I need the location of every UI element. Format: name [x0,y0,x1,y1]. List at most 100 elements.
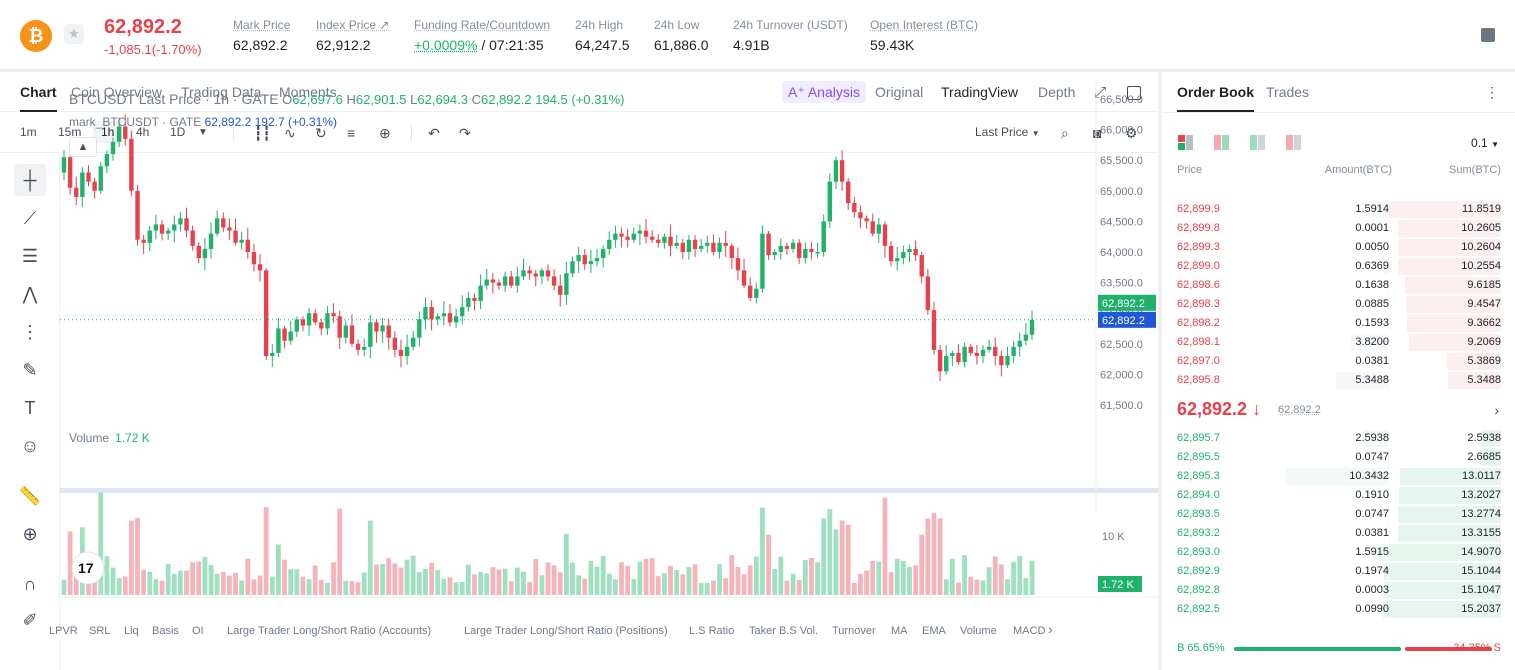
interval-dropdown-icon[interactable]: ▼ [198,127,208,138]
indicator-l-s-ratio[interactable]: L.S Ratio [689,625,735,637]
ask-row[interactable]: 62,897.0 0.0381 5.3869 [1162,352,1515,371]
ask-row[interactable]: 62,898.3 0.0885 9.4547 [1162,295,1515,314]
precision-select[interactable]: 0.1 ▼ [1471,136,1499,150]
ask-row[interactable]: 62,898.6 0.1638 9.6185 [1162,276,1515,295]
indicator-large-trader-long-short-ratio-accounts-[interactable]: Large Trader Long/Short Ratio (Accounts) [227,625,432,637]
volume-bar [288,569,294,595]
brush-icon[interactable]: ✎ [22,359,38,380]
settings-gear-icon[interactable]: ⚙ [1125,125,1138,141]
emoji-icon[interactable]: ☺ [20,435,40,456]
more-options-icon[interactable]: ⋮ [1485,84,1499,100]
ask-sum: 10.2605 [1461,222,1501,234]
indicator-ema[interactable]: EMA [922,625,946,637]
lock-drawing-icon[interactable]: ✐ [22,609,38,630]
indicators-icon[interactable]: ∿ [284,125,296,141]
price-type-select[interactable]: Last Price ▼ [975,125,1040,139]
indicator-lpvr[interactable]: LPVR [49,625,78,637]
bid-row[interactable]: 62,894.0 0.1910 13.2027 [1162,486,1515,505]
stat-open-interest[interactable]: Open Interest (BTC) 59.43K [870,18,979,53]
ai-analysis-button[interactable]: A⁺ Analysis [782,81,866,103]
ruler-icon[interactable]: 📏 [18,485,42,506]
book-layout-icons[interactable] [1177,134,1307,152]
indicator-ma[interactable]: MA [891,625,908,637]
camera-icon[interactable]: ◙ [1093,125,1102,141]
tab-moments[interactable]: Moments [279,84,337,100]
ask-row[interactable]: 62,899.0 0.6369 10.2554 [1162,257,1515,276]
zoom-in-icon[interactable]: ⊕ [22,523,38,544]
tab-chart[interactable]: Chart [20,84,57,112]
bid-row[interactable]: 62,895.5 0.0747 2.6685 [1162,448,1515,467]
interval-1m[interactable]: 1m [20,125,37,139]
chevron-right-icon[interactable]: › [1494,402,1499,418]
undo-icon[interactable]: ↶ [428,125,440,141]
magnet-icon[interactable]: ∩ [23,573,37,594]
collapse-legend-button[interactable]: ▲ [69,137,97,157]
trend-line-icon[interactable]: ⟋ [23,207,37,228]
bid-row[interactable]: 62,893.0 1.5915 14.9070 [1162,543,1515,562]
bid-row[interactable]: 62,892.8 0.0003 15.1047 [1162,581,1515,600]
indicator-turnover[interactable]: Turnover [832,625,876,637]
bid-row[interactable]: 62,892.5 0.0990 15.2037 [1162,600,1515,619]
candle-body [674,242,679,246]
ask-row[interactable]: 62,898.2 0.1593 9.3662 [1162,314,1515,333]
contract-info-icon[interactable] [1481,28,1495,42]
bid-row[interactable]: 62,893.2 0.0381 13.3155 [1162,524,1515,543]
indicator-large-trader-long-short-ratio-positions-[interactable]: Large Trader Long/Short Ratio (Positions… [464,625,668,637]
fib-icon[interactable]: ⋮ [21,321,39,342]
candle-body [576,255,581,262]
indicator-srl[interactable]: SRL [89,625,111,637]
bid-row[interactable]: 62,895.3 10.3432 13.0117 [1162,467,1515,486]
candle-type-icon[interactable]: ┇┇ [254,125,271,141]
candle-body [913,248,918,256]
favorite-star-icon[interactable]: ★ [64,24,84,44]
crosshair-icon[interactable]: ┼ [14,164,46,196]
candle-body [80,172,85,197]
candle-body [760,233,765,289]
ask-row[interactable]: 62,895.8 5.3488 5.3488 [1162,371,1515,390]
view-tradingview[interactable]: TradingView [941,84,1019,100]
reset-chart-icon[interactable]: ↻ [315,125,327,141]
indicator-taker-b-s-vol-[interactable]: Taker B.S Vol. [749,625,819,637]
volume-bar [680,574,686,595]
stat-funding-rate[interactable]: Funding Rate/Countdown +0.0009% / 07:21:… [414,18,551,53]
pattern-icon[interactable]: ⋀ [22,283,38,304]
horizontal-lines-icon[interactable]: ☰ [21,245,39,266]
view-depth[interactable]: Depth [1038,84,1076,100]
redo-icon[interactable]: ↷ [459,125,471,141]
expand-icon[interactable]: ⤢ [1094,84,1107,101]
ask-row[interactable]: 62,899.9 1.5914 11.8519 [1162,200,1515,219]
buy-ratio: B 65.65% [1177,642,1225,654]
text-tool-icon[interactable]: T [24,397,36,418]
interval-15m[interactable]: 15m [58,125,82,139]
interval-1h[interactable]: 1h [93,121,123,143]
scroll-right-icon[interactable]: › [1048,621,1053,637]
indicator-liq[interactable]: Liq [124,625,139,637]
tab-trades[interactable]: Trades [1266,84,1310,100]
search-icon[interactable]: ⌕ [1061,125,1069,141]
bid-row[interactable]: 62,895.7 2.5938 2.5938 [1162,429,1515,448]
fullscreen-icon[interactable] [1127,86,1141,100]
indicator-oi[interactable]: OI [192,625,204,637]
ask-row[interactable]: 62,899.8 0.0001 10.2605 [1162,219,1515,238]
tab-coin-overview[interactable]: Coin Overview [71,84,163,100]
interval-4h[interactable]: 4h [136,125,150,139]
bid-row[interactable]: 62,892.9 0.1974 15.1044 [1162,562,1515,581]
stat-mark-price[interactable]: Mark Price 62,892.2 [233,18,291,53]
volume-bar [355,582,361,595]
indicator-volume[interactable]: Volume [960,625,997,637]
candle-body [245,239,250,252]
ask-row[interactable]: 62,899.3 0.0050 10.2604 [1162,238,1515,257]
interval-1d[interactable]: 1D [170,125,186,139]
stat-index-price[interactable]: Index Price ↗ 62,912.2 [316,18,390,53]
ask-row[interactable]: 62,898.1 3.8200 9.2069 [1162,333,1515,352]
indicator-basis[interactable]: Basis [152,625,179,637]
tab-order-book[interactable]: Order Book [1177,84,1255,112]
tab-trading-data[interactable]: Trading Data [181,84,262,100]
view-original[interactable]: Original [875,84,924,100]
templates-icon[interactable]: ≡ [347,125,356,141]
bid-row[interactable]: 62,893.5 0.0747 13.2774 [1162,505,1515,524]
add-indicator-icon[interactable]: ⊕ [379,125,391,141]
indicator-macd[interactable]: MACD [1013,625,1046,637]
candlestick-chart[interactable]: 66,500.0 66,000.0 65,500.0 65,000.0 64,500.0… [60,82,1158,598]
candle-body [116,126,122,142]
